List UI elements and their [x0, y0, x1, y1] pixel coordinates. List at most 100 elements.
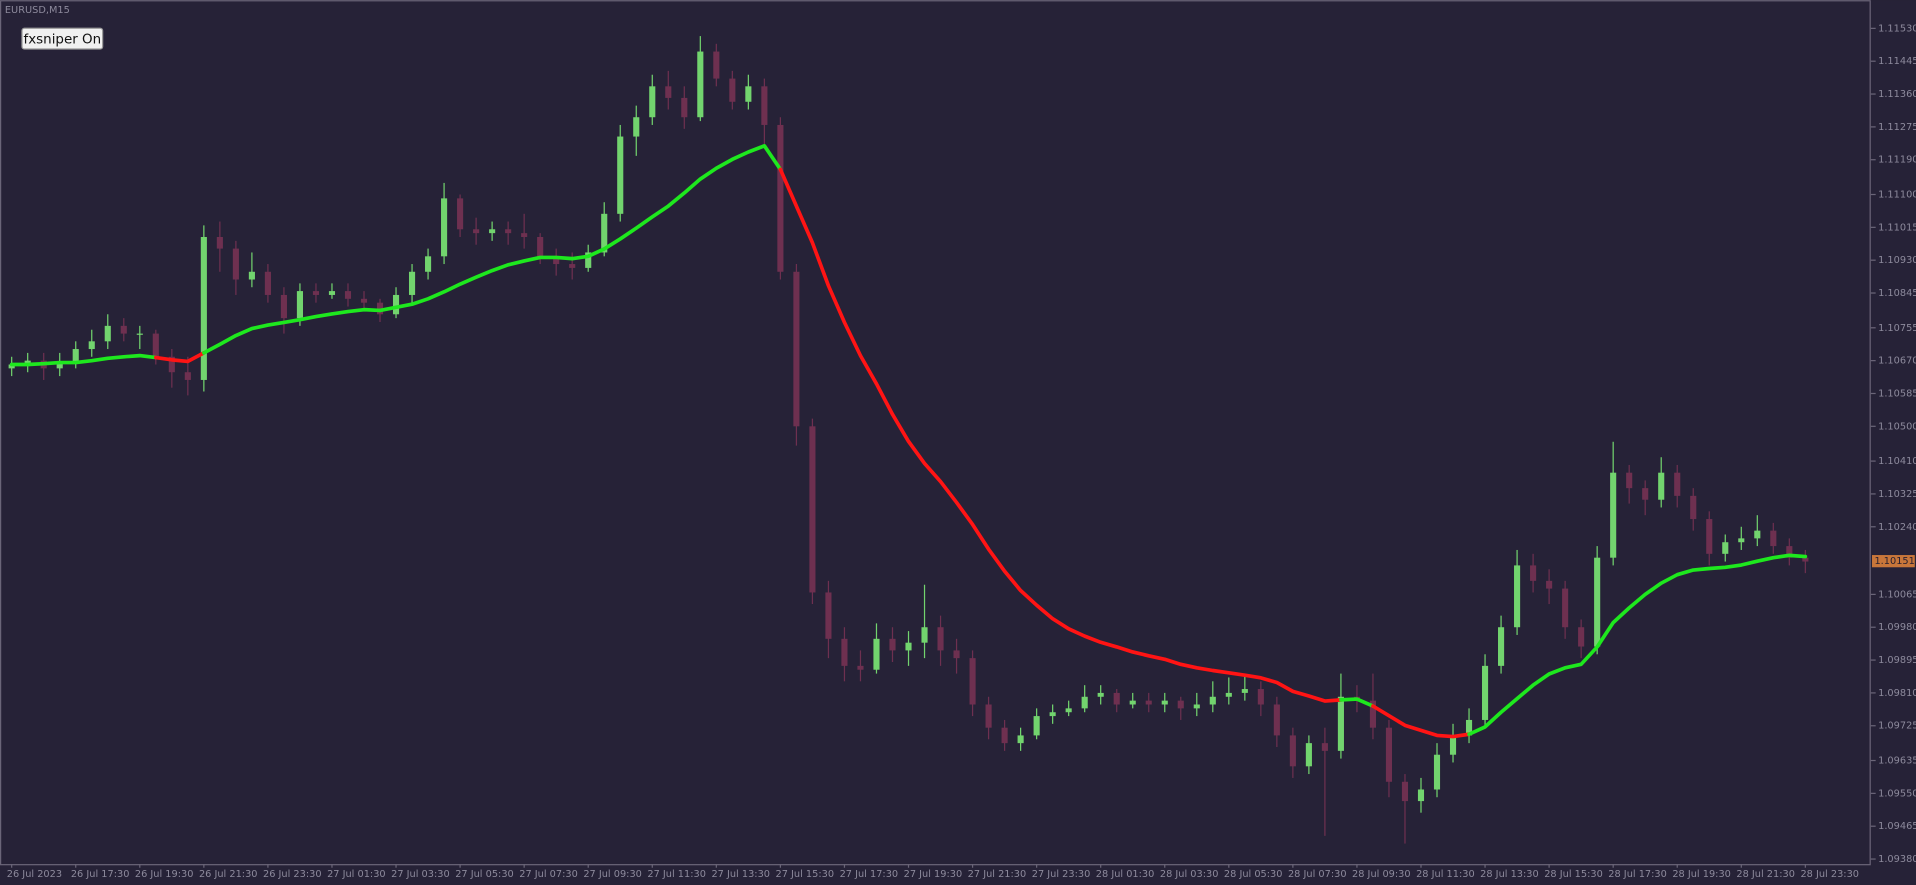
ma-line — [378, 255, 575, 313]
candle-body — [889, 638, 896, 651]
candle-body — [344, 291, 352, 299]
candle-body — [473, 229, 480, 234]
candle-body — [1321, 743, 1328, 751]
candle-body — [1129, 700, 1136, 705]
x-tick-label: 26 Jul 21:30 — [199, 869, 258, 880]
candle-body — [1738, 538, 1745, 543]
y-tick-label: 1.10585 — [1878, 388, 1916, 399]
candle-body — [408, 271, 416, 295]
candle-body — [104, 325, 111, 342]
candle-body — [1081, 696, 1088, 709]
y-tick-label: 1.09810 — [1878, 688, 1916, 699]
x-tick-label: 27 Jul 11:30 — [647, 869, 706, 880]
candle-body — [1033, 716, 1040, 736]
candle-body — [1449, 735, 1457, 755]
candle-body — [1433, 754, 1441, 790]
candle-body — [72, 349, 79, 363]
y-tick-label: 1.09635 — [1878, 756, 1916, 767]
candle-body — [633, 117, 640, 137]
price-tag — [1872, 555, 1915, 568]
y-tick-label: 1.09725 — [1878, 721, 1916, 732]
candle-body — [376, 302, 384, 315]
candle-body — [1706, 519, 1713, 554]
candle-body — [168, 356, 175, 373]
candle-body — [312, 291, 320, 295]
y-tick-label: 1.09380 — [1878, 854, 1916, 865]
candle-body — [521, 233, 528, 237]
candle-body — [505, 229, 512, 234]
candle-body — [232, 248, 239, 280]
candle-body — [1305, 743, 1312, 767]
y-tick-label: 1.10845 — [1878, 288, 1916, 299]
x-tick-label: 26 Jul 19:30 — [135, 869, 194, 880]
candle-body — [1177, 700, 1184, 709]
x-tick-label: 28 Jul 23:30 — [1800, 869, 1859, 880]
candle-body — [569, 264, 576, 268]
y-tick-label: 1.10240 — [1878, 522, 1916, 533]
ma-line — [1371, 704, 1471, 739]
candle-body — [1530, 565, 1537, 581]
candle-body — [1802, 557, 1809, 562]
ma-line — [778, 167, 1343, 703]
ma-line — [570, 143, 783, 261]
y-tick-label: 1.09550 — [1878, 788, 1916, 799]
candle-body — [1049, 712, 1056, 717]
x-tick-label: 27 Jul 03:30 — [391, 869, 450, 880]
y-tick-label: 1.10670 — [1878, 356, 1916, 367]
y-tick-label: 1.11015 — [1878, 222, 1916, 233]
symbol-label: EURUSD,M15 — [5, 5, 70, 16]
candle-body — [489, 229, 496, 234]
candle-body — [873, 638, 880, 670]
candle-body — [1498, 627, 1505, 666]
ma-line — [153, 351, 206, 364]
candle-body — [905, 642, 912, 651]
x-tick-label: 28 Jul 17:30 — [1608, 869, 1667, 880]
candle-body — [1193, 704, 1200, 709]
candle-body — [56, 362, 63, 369]
x-tick-label: 27 Jul 17:30 — [840, 869, 899, 880]
candle-body — [1369, 700, 1377, 728]
candle-body — [328, 291, 336, 295]
candle-body — [425, 256, 432, 272]
candle-body — [985, 704, 992, 728]
candle-body — [761, 86, 768, 125]
candle-body — [152, 333, 159, 357]
candle-body — [1145, 700, 1152, 705]
candle-body — [537, 236, 544, 257]
x-tick-label: 26 Jul 17:30 — [71, 869, 130, 880]
candle-body — [1658, 472, 1665, 500]
candle-body — [937, 627, 944, 651]
candle-body — [1562, 588, 1569, 628]
y-tick-label: 1.10500 — [1878, 421, 1916, 432]
x-tick-label: 26 Jul 23:30 — [263, 869, 322, 880]
x-tick-label: 27 Jul 15:30 — [776, 869, 835, 880]
candle-body — [1481, 665, 1489, 720]
candle-body — [553, 256, 560, 265]
candle-body — [809, 426, 816, 593]
ma-line — [202, 307, 382, 355]
candle-body — [1642, 488, 1649, 500]
price-tag-label: 1.10151 — [1874, 556, 1914, 567]
candle-body — [649, 86, 656, 118]
candle-body — [248, 271, 255, 280]
button-label[interactable]: fxsniper On — [24, 32, 102, 47]
candle-body — [697, 51, 704, 118]
candle-body — [745, 86, 752, 102]
candle-body — [1065, 708, 1072, 713]
button-box[interactable] — [21, 27, 104, 50]
candle-body — [24, 360, 31, 365]
x-tick-label: 27 Jul 07:30 — [519, 869, 578, 880]
y-tick-label: 1.10325 — [1878, 489, 1916, 500]
button[interactable]: fxsniper On — [21, 27, 104, 50]
candle-body — [1209, 696, 1216, 705]
x-tick-label: 28 Jul 13:30 — [1480, 869, 1539, 880]
candle-body — [1225, 692, 1232, 697]
x-tick-label: 27 Jul 13:30 — [711, 869, 770, 880]
x-tick-label: 28 Jul 07:30 — [1288, 869, 1347, 880]
candle-body — [1161, 700, 1168, 705]
x-tick-label: 28 Jul 11:30 — [1416, 869, 1475, 880]
plot-frame — [0, 0, 1871, 866]
y-tick-label: 1.10410 — [1878, 456, 1916, 467]
